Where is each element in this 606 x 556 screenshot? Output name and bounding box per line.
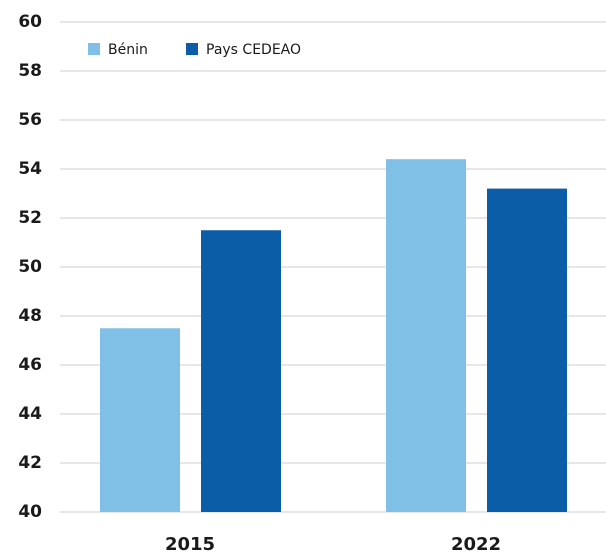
legend-swatch bbox=[186, 43, 198, 55]
bar bbox=[201, 230, 281, 512]
y-tick-label: 42 bbox=[18, 453, 42, 473]
y-tick-label: 46 bbox=[18, 355, 42, 375]
y-tick-label: 44 bbox=[18, 404, 42, 424]
bar bbox=[487, 188, 567, 512]
bar bbox=[100, 328, 180, 512]
legend-swatch bbox=[88, 43, 100, 55]
legend-label: Bénin bbox=[108, 42, 148, 58]
y-tick-label: 52 bbox=[18, 208, 42, 228]
x-tick-label: 2022 bbox=[451, 534, 501, 555]
y-tick-label: 50 bbox=[18, 257, 42, 277]
x-tick-label: 2015 bbox=[165, 534, 215, 555]
y-tick-label: 40 bbox=[18, 502, 42, 522]
legend-label: Pays CEDEAO bbox=[206, 42, 301, 58]
bar bbox=[386, 159, 466, 512]
y-tick-label: 60 bbox=[18, 12, 42, 32]
y-tick-label: 56 bbox=[18, 110, 42, 130]
y-tick-label: 54 bbox=[18, 159, 42, 179]
y-tick-label: 48 bbox=[18, 306, 42, 326]
y-tick-label: 58 bbox=[18, 61, 42, 81]
